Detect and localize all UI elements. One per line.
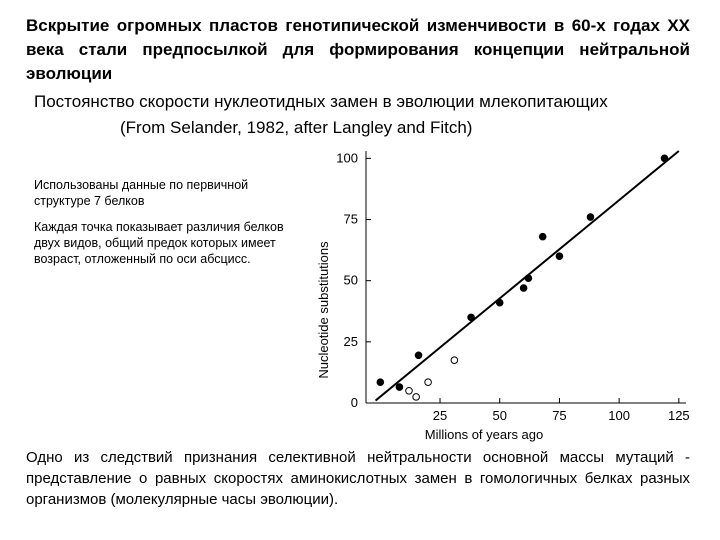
chart-axes: [365, 151, 686, 404]
data-point-filled: [660, 154, 669, 163]
figure-source: (From Selander, 1982, after Langley and …: [120, 118, 473, 137]
data-point-filled: [538, 232, 547, 241]
scatter-chart: 0 25 50 75 100 25 50 75 100 125 Millions of years…: [316, 150, 690, 442]
data-point-filled: [555, 252, 564, 261]
data-point-filled: [395, 383, 404, 391]
data-point-filled: [586, 213, 595, 221]
figure-note-points: Каждая точка показывает различия белков …: [34, 220, 284, 266]
data-point-filled: [376, 378, 385, 387]
data-point-open: [424, 378, 432, 387]
y-tick-label: 100: [336, 150, 358, 165]
y-tick-label: 50: [344, 273, 358, 288]
tick-labels: 0 25 50 75 100 25 50 75 100 125: [336, 150, 689, 423]
y-axis-label: Nucleotide substitutions: [316, 241, 331, 379]
x-tick-label: 75: [552, 408, 566, 423]
x-tick-label: 50: [492, 408, 506, 423]
x-tick-label: 100: [608, 408, 630, 423]
y-tick-label: 75: [344, 212, 358, 227]
slide-heading: Вскрытие огромных пластов генотипической…: [26, 16, 690, 83]
y-tick-label: 25: [344, 334, 358, 349]
data-point-filled: [524, 274, 533, 283]
data-point-open: [412, 393, 420, 401]
data-point-open: [450, 356, 459, 364]
data-point-open: [405, 386, 413, 395]
figure-note-data: Использованы данные по первичной структу…: [34, 178, 249, 208]
data-points: [376, 154, 669, 401]
y-tick-label: 0: [351, 395, 358, 410]
data-point-filled: [467, 313, 475, 322]
x-axis-label: Millions of years ago: [425, 427, 544, 442]
x-tick-label: 25: [433, 408, 447, 423]
x-tick-label: 125: [668, 408, 690, 423]
slide-footer-text: Одно из следствий признания селективной …: [26, 449, 690, 508]
data-point-filled: [414, 351, 423, 360]
data-point-filled: [519, 284, 528, 292]
figure-scan: Постоянство скорости нуклеотидных замен …: [26, 91, 692, 449]
figure-title: Постоянство скорости нуклеотидных замен …: [34, 92, 608, 111]
data-point-filled: [495, 298, 504, 307]
